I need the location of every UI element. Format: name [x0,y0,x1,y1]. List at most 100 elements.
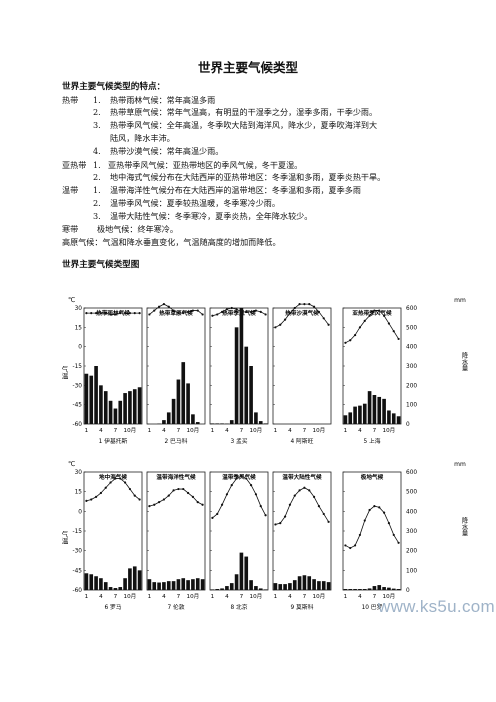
temp-tick-label: -45 [73,403,83,409]
precip-bar [229,583,234,590]
month-tick-label: 1 [344,594,348,600]
temp-point [216,512,219,516]
item-number: 1. [93,160,101,170]
precip-bar [254,586,258,590]
precip-bar [367,588,372,590]
temp-point [312,305,316,308]
temp-point [274,523,277,526]
precip-bar [358,589,362,590]
temp-tick-label: -60 [73,588,83,594]
temp-point [254,309,258,312]
precip-bar [103,391,108,424]
temp-point [119,312,122,315]
temp-point [378,309,381,312]
temp-point [240,310,243,313]
precip-bar [186,383,190,424]
month-tick-label: 7 [114,594,118,600]
temp-point [317,310,321,313]
panel-title: 温带大陆性气候 [282,473,322,481]
panel-frame [83,307,143,425]
precip-bar [239,552,244,590]
month-tick-label: 7 [114,428,118,434]
precip-bar [84,373,89,424]
month-tick-label: 1 [148,428,152,434]
temp-axis-label: 气温 [62,365,68,381]
temp-point [344,341,347,344]
temp-point [211,314,214,317]
temp-point [344,544,347,547]
temp-tick-label: -30 [73,383,83,389]
panel-frame [209,307,269,425]
temp-point [349,339,352,342]
climate-chart-row-2: ℃ 气温 30 15 0 -15 -30 -45 -60 mm 600 500 400 300 200 100… [62,460,468,611]
temp-point [264,313,267,316]
temp-point [363,319,366,322]
temp-point [353,544,357,547]
temp-point [157,501,161,504]
temp-point [298,489,301,492]
month-tick-label: 4 [288,428,292,434]
temp-point [303,486,306,489]
temp-line [212,475,266,519]
precip-tick-label: 400 [406,509,417,515]
precip-bar [176,579,181,590]
precip-bar [118,587,123,590]
item-text-cont: 陆风，降水丰沛。 [110,133,175,143]
temp-point [177,487,180,491]
temp-point [353,333,357,337]
precip-bar [147,579,152,590]
temp-point [220,503,224,506]
temp-point [99,491,103,495]
temp-point [123,481,127,484]
precip-bar [283,584,287,590]
temp-point [182,487,185,491]
item-number: 3. [93,120,101,130]
month-tick-label: 4 [99,594,103,600]
chart-heading: 世界主要气候类型图 [62,260,140,270]
month-tick-label: 1 [274,594,278,600]
panel-caption: 1 伊基托斯 [99,437,128,445]
temp-point [322,317,325,320]
temp-tick-label: -30 [73,549,83,555]
precip-bar [200,579,205,590]
temp-point [182,312,185,315]
temp-point [368,314,371,317]
panel-caption: 2 巴马科 [165,437,188,445]
panel-caption: 8 北京 [230,603,247,611]
precip-bar [113,408,118,424]
temp-tick-label: -15 [73,529,83,535]
temp-point [128,312,132,315]
precip-bar [210,423,215,424]
month-tick-label: 4 [358,594,362,600]
temp-point [392,533,395,537]
panel-title: 热带雨林气候 [96,309,130,317]
temp-point [230,484,233,487]
temp-point [279,323,282,326]
temp-point [235,308,238,311]
precip-bar [94,576,98,590]
temp-point [211,516,214,519]
precip-bar [362,403,367,424]
temp-point [119,477,122,480]
item-text: 热带季风气候：全年高温，冬季吹大陆到海洋风，降水少，夏季吹海洋到大 [110,120,378,130]
temp-point [109,481,112,484]
panel-frame [342,307,402,425]
precip-bar [372,586,377,590]
temp-point [104,312,107,315]
highland-text: 高原气候：气温和降水垂直变化，气温随高度的增加而降低。 [62,237,281,247]
temp-point [148,504,151,508]
item-text: 亚热带季风气候：亚热带地区的季风气候，冬干夏湿。 [108,160,303,170]
temp-point [196,501,199,504]
precip-bar [181,362,186,424]
precip-bar [258,421,263,424]
temp-point [373,504,376,508]
temp-point [387,522,391,525]
month-tick-label: 10月 [313,593,326,600]
precip-bar [195,422,200,424]
zone-label-temperate: 温带 [62,185,79,195]
panel-title: 温带海洋性气候 [156,473,196,481]
precip-bar [353,589,357,590]
precip-bar [215,589,220,590]
precip-tick-label: 500 [406,325,417,331]
temp-point [298,303,301,306]
